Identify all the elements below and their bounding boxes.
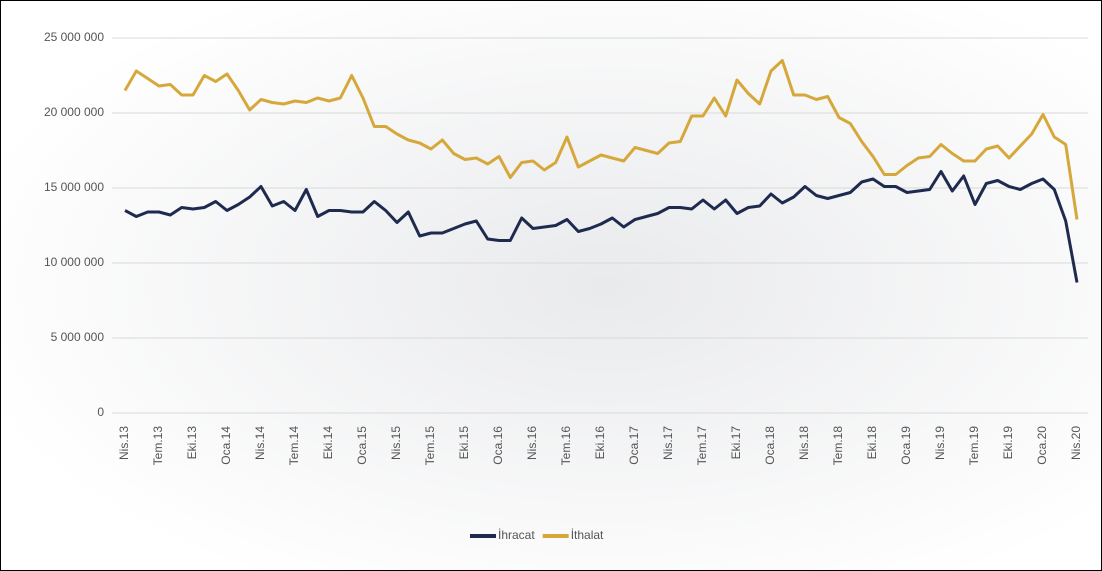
x-tick-label: Oca.17 [627, 426, 641, 465]
legend-label: İhracat [498, 528, 535, 542]
x-tick-label: Nis.14 [253, 426, 267, 460]
y-tick-label: 0 [97, 405, 104, 419]
x-tick-label: Tem.19 [967, 426, 981, 466]
x-tick-label: Nis.17 [661, 426, 675, 460]
y-tick-label: 10 000 000 [44, 255, 104, 269]
x-tick-label: Nis.19 [933, 426, 947, 460]
x-tick-label: Eki.15 [457, 426, 471, 460]
x-tick-label: Oca.15 [355, 426, 369, 465]
x-tick-label: Tem.13 [151, 426, 165, 466]
y-tick-label: 20 000 000 [44, 105, 104, 119]
x-tick-label: Tem.15 [423, 426, 437, 466]
x-tick-label: Oca.18 [763, 426, 777, 465]
line-series [123, 59, 1079, 220]
y-tick-label: 5 000 000 [51, 330, 105, 344]
line-series [124, 170, 1079, 283]
y-tick-label: 25 000 000 [44, 30, 104, 44]
x-tick-label: Nis.18 [797, 426, 811, 460]
x-tick-label: Eki.13 [185, 426, 199, 460]
x-tick-label: Tem.18 [831, 426, 845, 466]
x-tick-label: Tem.14 [287, 426, 301, 466]
y-tick-label: 15 000 000 [44, 180, 104, 194]
x-tick-label: Oca.14 [219, 426, 233, 465]
x-tick-label: Eki.17 [729, 426, 743, 460]
x-tick-label: Tem.16 [559, 426, 573, 466]
x-tick-label: Nis.15 [389, 426, 403, 460]
x-tick-label: Tem.17 [695, 426, 709, 466]
x-tick-label: Eki.14 [321, 426, 335, 460]
x-tick-label: Eki.16 [593, 426, 607, 460]
legend-label: İthalat [571, 528, 604, 542]
x-tick-label: Eki.19 [1001, 426, 1015, 460]
x-tick-label: Nis.13 [117, 426, 131, 460]
x-tick-label: Eki.18 [865, 426, 879, 460]
x-tick-label: Oca.20 [1035, 426, 1049, 465]
x-tick-label: Oca.19 [899, 426, 913, 465]
x-tick-label: Nis.20 [1069, 426, 1083, 460]
x-tick-label: Oca.16 [491, 426, 505, 465]
x-tick-label: Nis.16 [525, 426, 539, 460]
